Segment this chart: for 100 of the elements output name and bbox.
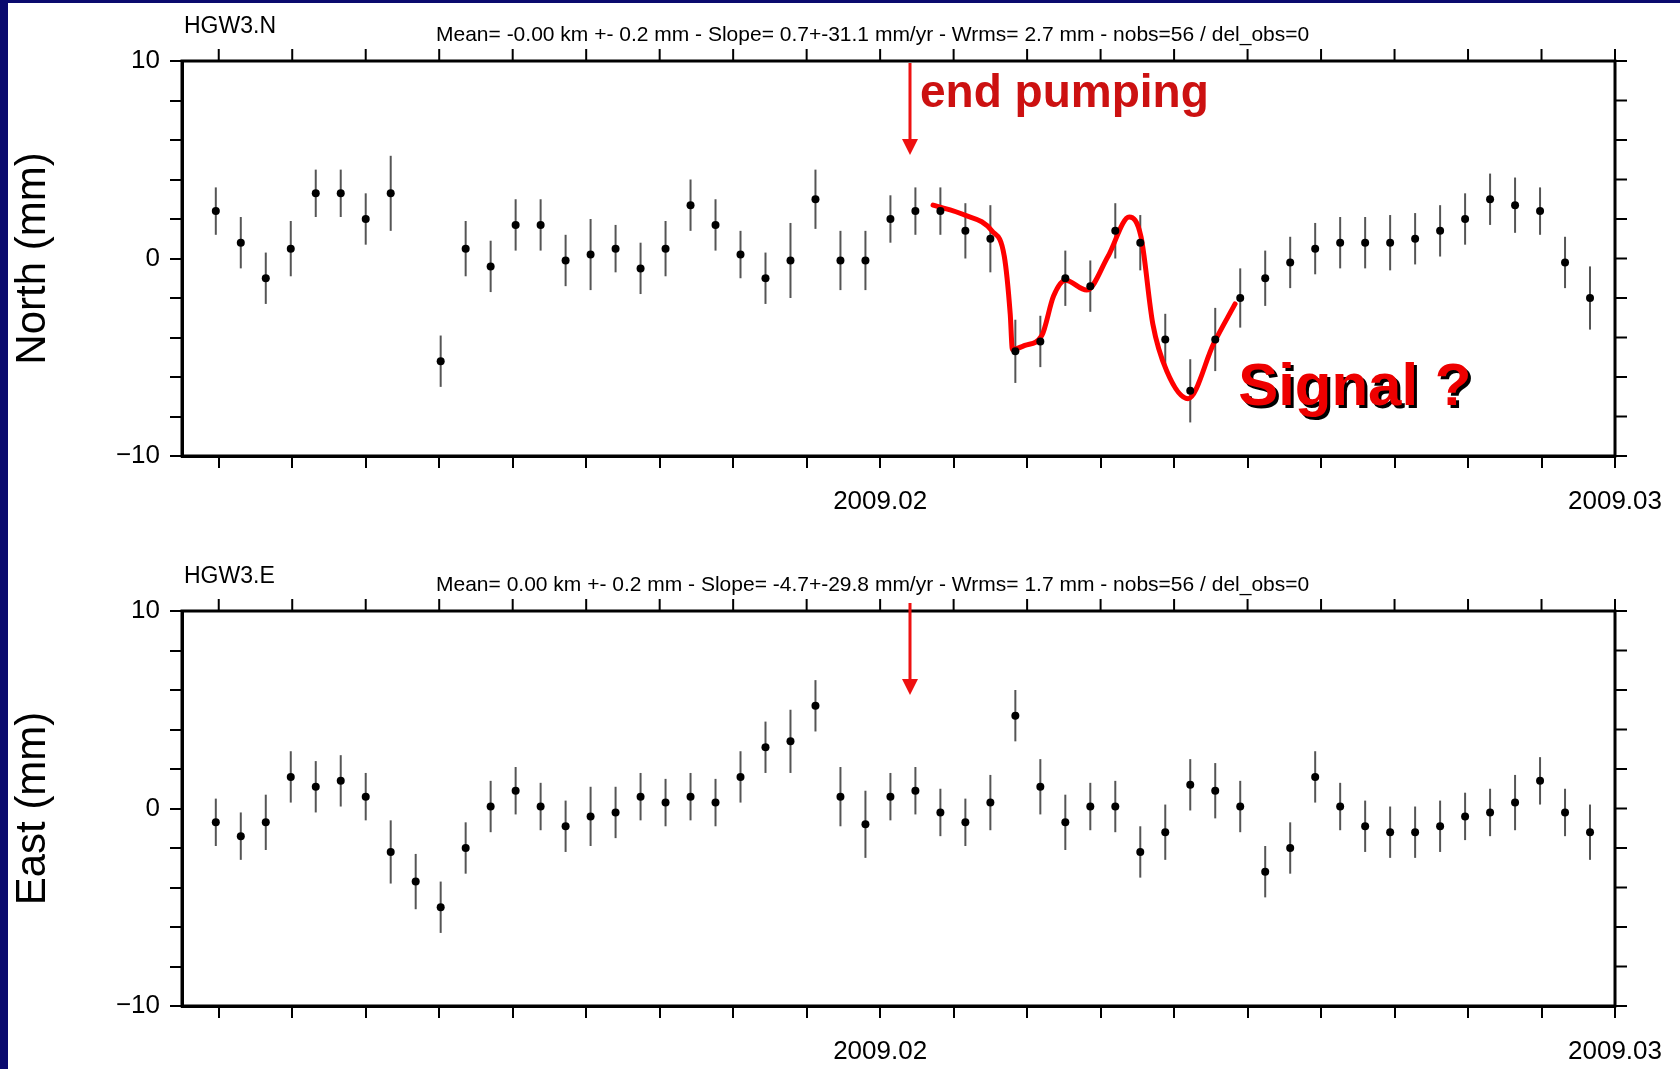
point	[361, 792, 370, 801]
point	[686, 201, 695, 210]
point	[561, 822, 570, 831]
point	[836, 792, 845, 801]
point	[1486, 808, 1495, 817]
y-tick-label: 10	[131, 44, 160, 75]
point	[1111, 802, 1120, 811]
point	[1561, 808, 1570, 817]
point	[1336, 802, 1345, 811]
point	[486, 802, 495, 811]
point	[1536, 776, 1545, 785]
point	[1286, 844, 1295, 852]
y-tick-label: 0	[145, 241, 160, 272]
y-tick-label: −10	[115, 989, 160, 1020]
point	[1161, 828, 1170, 837]
point	[811, 195, 820, 204]
point	[786, 737, 795, 746]
point	[1011, 711, 1020, 720]
point	[861, 256, 870, 265]
point	[636, 264, 645, 273]
point	[911, 207, 920, 216]
point	[336, 776, 345, 785]
point	[936, 207, 945, 216]
point	[1361, 822, 1370, 831]
point	[1236, 802, 1245, 811]
point	[736, 772, 745, 781]
point	[1236, 294, 1245, 302]
point	[261, 818, 270, 827]
point	[1361, 238, 1370, 247]
point	[211, 207, 220, 216]
point	[1311, 772, 1320, 781]
point	[1061, 274, 1070, 283]
point	[1086, 282, 1095, 291]
point	[561, 256, 570, 265]
point	[1186, 780, 1195, 789]
point	[436, 903, 445, 912]
point	[586, 812, 595, 821]
point	[211, 818, 220, 827]
point	[611, 244, 620, 253]
point	[386, 847, 395, 856]
point	[236, 832, 245, 841]
point	[511, 786, 520, 795]
point	[1386, 828, 1395, 837]
point	[236, 238, 245, 247]
point	[1586, 294, 1595, 302]
point	[911, 786, 920, 795]
point	[611, 808, 620, 817]
point	[936, 808, 945, 817]
x-tick-label: 2009.02	[833, 484, 928, 515]
point	[686, 792, 695, 801]
chart-title: HGW3.E	[184, 562, 275, 588]
y-tick-label: 10	[131, 594, 160, 625]
point	[1486, 195, 1495, 204]
point	[711, 220, 720, 229]
point	[1511, 201, 1520, 210]
point	[1411, 828, 1420, 837]
point	[1211, 335, 1220, 344]
point	[461, 844, 470, 852]
point	[1436, 226, 1445, 235]
y-axis-title: North (mm)	[6, 152, 54, 365]
point	[1036, 782, 1045, 791]
point	[761, 274, 770, 283]
point	[461, 244, 470, 253]
point	[711, 798, 720, 807]
point	[536, 802, 545, 811]
point	[386, 189, 395, 198]
point	[586, 250, 595, 259]
point	[1311, 244, 1320, 253]
x-tick-label: 2009.02	[833, 1034, 928, 1065]
annotation: Signal ?	[1241, 354, 1475, 422]
point	[1061, 818, 1070, 827]
point	[1136, 847, 1145, 856]
point	[336, 189, 345, 198]
point	[1261, 867, 1270, 876]
point	[986, 798, 995, 807]
point	[1586, 828, 1595, 837]
chart-title: HGW3.N	[184, 12, 276, 38]
point	[836, 256, 845, 265]
point	[511, 220, 520, 229]
point	[1461, 812, 1470, 821]
point	[661, 244, 670, 253]
point	[1161, 335, 1170, 344]
point	[1511, 798, 1520, 807]
annotation: end pumping	[920, 65, 1209, 118]
point	[311, 189, 320, 198]
point	[311, 782, 320, 791]
point	[986, 234, 995, 243]
point	[961, 226, 970, 235]
point	[286, 244, 295, 253]
chart-subtitle: Mean= 0.00 km +- 0.2 mm - Slope= -4.7+-29.8 mm/yr - Wrms= 1.7 mm - nobs=56 / del_obs=0	[436, 572, 1310, 596]
point	[1461, 215, 1470, 223]
point	[1211, 786, 1220, 795]
point	[1186, 386, 1195, 395]
point	[536, 220, 545, 229]
point	[486, 262, 495, 271]
point	[261, 274, 270, 283]
point	[811, 701, 820, 710]
point	[361, 215, 370, 223]
point	[1561, 258, 1570, 267]
point	[286, 772, 295, 781]
